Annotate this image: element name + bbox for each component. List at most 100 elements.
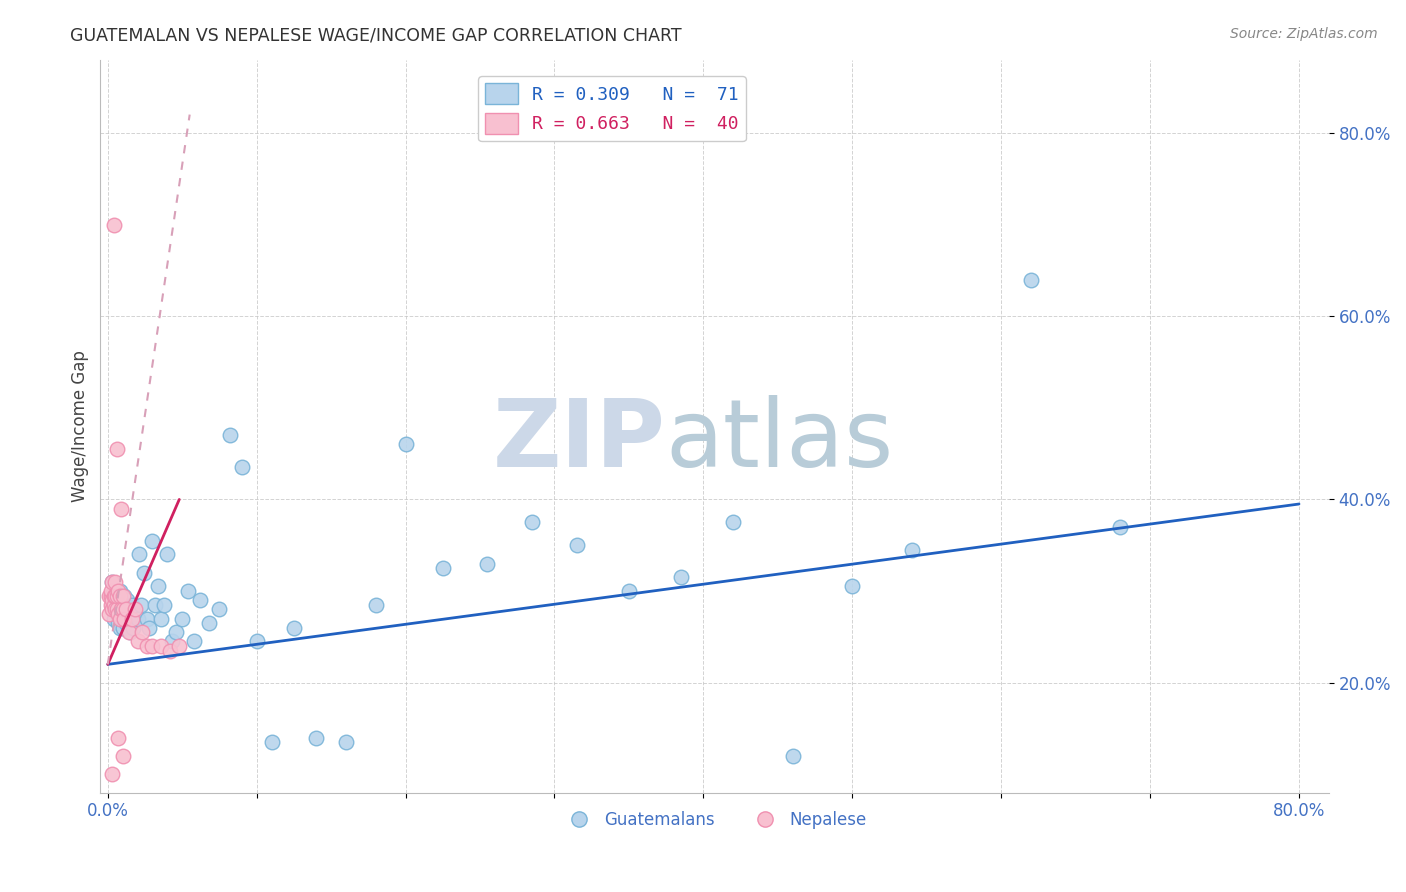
Point bbox=[150, 639, 173, 653]
Point bbox=[111, 621, 134, 635]
Point bbox=[98, 589, 121, 603]
Point bbox=[128, 548, 150, 562]
Point bbox=[103, 584, 125, 599]
Point bbox=[111, 589, 134, 603]
Point bbox=[108, 621, 131, 635]
Point bbox=[520, 516, 543, 530]
Point bbox=[110, 611, 132, 625]
Point bbox=[198, 616, 221, 631]
Point bbox=[565, 538, 588, 552]
Point bbox=[1019, 272, 1042, 286]
Point bbox=[153, 598, 176, 612]
Point bbox=[104, 589, 127, 603]
Point bbox=[107, 607, 129, 621]
Point bbox=[129, 598, 152, 612]
Point bbox=[108, 584, 131, 599]
Point bbox=[117, 607, 139, 621]
Y-axis label: Wage/Income Gap: Wage/Income Gap bbox=[72, 351, 89, 502]
Point bbox=[114, 602, 136, 616]
Point bbox=[100, 598, 122, 612]
Point bbox=[112, 589, 135, 603]
Point bbox=[148, 579, 170, 593]
Point bbox=[107, 584, 129, 599]
Point bbox=[107, 616, 129, 631]
Point bbox=[101, 574, 124, 589]
Text: ZIP: ZIP bbox=[492, 395, 665, 487]
Point bbox=[901, 542, 924, 557]
Point bbox=[135, 639, 157, 653]
Point bbox=[122, 621, 145, 635]
Point bbox=[104, 574, 127, 589]
Point bbox=[260, 735, 283, 749]
Point bbox=[135, 611, 157, 625]
Point bbox=[101, 602, 124, 616]
Point bbox=[110, 593, 132, 607]
Point bbox=[121, 598, 143, 612]
Point bbox=[105, 584, 128, 599]
Point bbox=[115, 593, 138, 607]
Point bbox=[127, 611, 149, 625]
Point bbox=[105, 442, 128, 456]
Point bbox=[159, 643, 181, 657]
Point bbox=[120, 611, 142, 625]
Text: atlas: atlas bbox=[665, 395, 894, 487]
Point bbox=[177, 584, 200, 599]
Point bbox=[131, 625, 153, 640]
Point bbox=[141, 533, 163, 548]
Point bbox=[335, 735, 357, 749]
Point bbox=[231, 460, 253, 475]
Point bbox=[105, 602, 128, 616]
Point bbox=[114, 598, 136, 612]
Point bbox=[100, 589, 122, 603]
Point bbox=[141, 639, 163, 653]
Point bbox=[108, 602, 131, 616]
Point bbox=[104, 589, 127, 603]
Point bbox=[101, 602, 124, 616]
Point bbox=[105, 607, 128, 621]
Point bbox=[104, 598, 127, 612]
Point bbox=[111, 602, 134, 616]
Point bbox=[127, 634, 149, 648]
Point bbox=[721, 516, 744, 530]
Point bbox=[103, 611, 125, 625]
Point bbox=[114, 616, 136, 631]
Point bbox=[188, 593, 211, 607]
Legend: Guatemalans, Nepalese: Guatemalans, Nepalese bbox=[555, 805, 873, 836]
Point bbox=[100, 584, 122, 599]
Point bbox=[132, 566, 155, 580]
Point bbox=[782, 749, 804, 764]
Point bbox=[169, 639, 191, 653]
Point bbox=[150, 611, 173, 625]
Point bbox=[138, 621, 160, 635]
Point bbox=[103, 218, 125, 232]
Point bbox=[617, 584, 640, 599]
Point bbox=[107, 598, 129, 612]
Text: Source: ZipAtlas.com: Source: ZipAtlas.com bbox=[1230, 27, 1378, 41]
Point bbox=[219, 428, 242, 442]
Point bbox=[124, 607, 146, 621]
Point bbox=[669, 570, 692, 584]
Point bbox=[112, 607, 135, 621]
Point bbox=[124, 602, 146, 616]
Point bbox=[120, 625, 142, 640]
Point bbox=[108, 611, 131, 625]
Point bbox=[103, 598, 125, 612]
Point bbox=[160, 634, 183, 648]
Point bbox=[111, 598, 134, 612]
Point bbox=[165, 625, 187, 640]
Point bbox=[394, 437, 416, 451]
Point bbox=[107, 731, 129, 745]
Point bbox=[432, 561, 454, 575]
Point bbox=[112, 611, 135, 625]
Point bbox=[1109, 520, 1132, 534]
Point bbox=[111, 749, 134, 764]
Point bbox=[283, 621, 305, 635]
Point bbox=[156, 548, 179, 562]
Point bbox=[101, 574, 124, 589]
Point bbox=[117, 625, 139, 640]
Point bbox=[105, 589, 128, 603]
Point bbox=[172, 611, 194, 625]
Point bbox=[305, 731, 328, 745]
Point bbox=[110, 602, 132, 616]
Point bbox=[145, 598, 167, 612]
